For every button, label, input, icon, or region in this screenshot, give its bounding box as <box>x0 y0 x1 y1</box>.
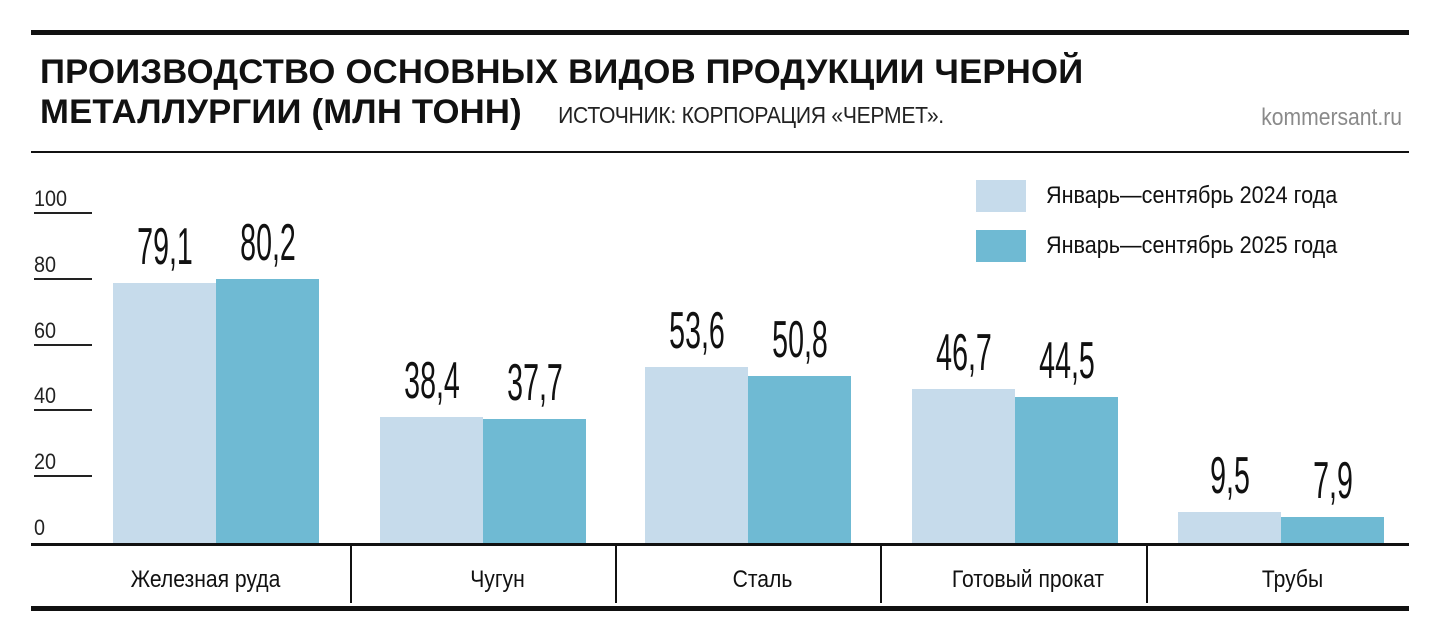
legend: Январь—сентябрь 2024 года Январь—сентябр… <box>976 171 1370 271</box>
legend-swatch-2024 <box>976 180 1026 212</box>
category-label: Сталь <box>732 566 793 593</box>
category-label: Готовый прокат <box>951 566 1105 593</box>
bar-2024 <box>380 416 483 543</box>
bar-2025 <box>748 375 851 543</box>
bottom-rule <box>31 606 1409 611</box>
legend-item-2025: Январь—сентябрь 2025 года <box>976 221 1370 271</box>
bar-2024 <box>113 282 216 543</box>
y-tick-20: 20 <box>34 447 92 478</box>
bar-value-label: 38,4 <box>404 351 460 410</box>
y-tick-label: 40 <box>34 383 57 409</box>
category-label: Чугун <box>470 566 525 593</box>
header-divider <box>31 151 1409 153</box>
bar-2025 <box>1015 396 1118 543</box>
y-tick-mark <box>34 409 92 412</box>
legend-label-2025: Январь—сентябрь 2025 года <box>1046 232 1338 259</box>
bar-2024 <box>1178 511 1281 543</box>
category-label: Железная руда <box>130 566 281 593</box>
category-separator <box>350 545 352 603</box>
category-separator <box>880 545 882 603</box>
y-tick-40: 40 <box>34 381 92 412</box>
y-tick-0: 0 <box>34 513 92 543</box>
legend-label-2024: Январь—сентябрь 2024 года <box>1046 182 1338 209</box>
bar-value-label: 53,6 <box>669 301 725 360</box>
y-tick-mark <box>34 343 92 346</box>
y-tick-label: 80 <box>34 251 57 277</box>
legend-swatch-2025 <box>976 230 1026 262</box>
y-tick-label: 0 <box>34 515 46 540</box>
category-separator <box>1146 545 1148 603</box>
title-line-2: МЕТАЛЛУРГИИ (МЛН ТОНН) <box>40 93 522 131</box>
bar-2025 <box>216 279 319 543</box>
y-tick-80: 80 <box>34 250 92 280</box>
title-line-1: ПРОИЗВОДСТВО ОСНОВНЫХ ВИДОВ ПРОДУКЦИИ ЧЕ… <box>40 53 1084 91</box>
bar-value-label: 80,2 <box>240 214 296 273</box>
category-label: Трубы <box>1261 566 1324 593</box>
top-rule <box>31 30 1409 35</box>
chart-title: ПРОИЗВОДСТВО ОСНОВНЫХ ВИДОВ ПРОДУКЦИИ ЧЕ… <box>40 52 1083 135</box>
bar-value-label: 79,1 <box>137 217 193 276</box>
y-tick-mark <box>34 475 92 478</box>
y-tick-mark <box>34 277 92 280</box>
y-tick-label: 60 <box>34 317 57 343</box>
bar-2024 <box>912 389 1015 543</box>
y-tick-100: 100 <box>34 184 92 214</box>
bar-value-label: 46,7 <box>936 324 992 383</box>
source-note: ИСТОЧНИК: КОРПОРАЦИЯ «ЧЕРМЕТ». <box>558 102 945 128</box>
bar-2025 <box>483 418 586 543</box>
bar-value-label: 7,9 <box>1313 452 1353 510</box>
y-tick-label: 100 <box>34 186 68 211</box>
y-tick-mark <box>34 212 92 214</box>
site-credit: kommersant.ru <box>1261 104 1402 131</box>
category-separator <box>615 545 617 603</box>
bar-value-label: 9,5 <box>1210 446 1250 505</box>
bar-2025 <box>1281 517 1384 543</box>
y-tick-60: 60 <box>34 316 92 346</box>
y-tick-label: 20 <box>34 449 57 475</box>
bar-value-label: 44,5 <box>1039 331 1095 390</box>
bar-value-label: 37,7 <box>507 353 563 412</box>
bar-value-label: 50,8 <box>772 310 828 369</box>
x-axis-baseline <box>31 543 1409 546</box>
bar-2024 <box>645 366 748 543</box>
legend-item-2024: Январь—сентябрь 2024 года <box>976 171 1370 221</box>
